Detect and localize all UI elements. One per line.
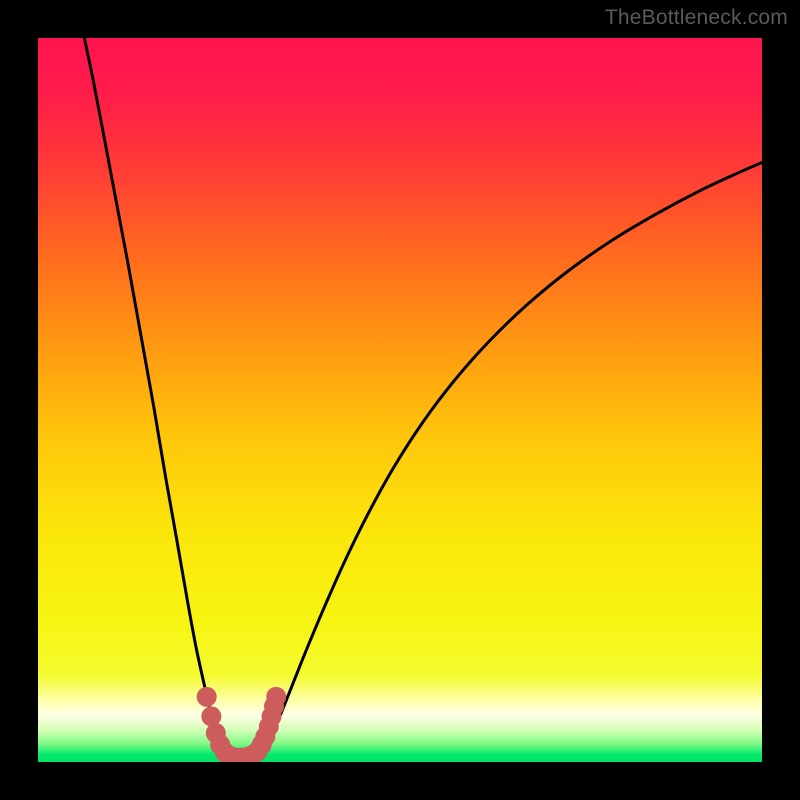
plot-svg [38, 38, 762, 762]
marker-point [266, 687, 286, 707]
watermark-text: TheBottleneck.com [605, 6, 788, 30]
chart-frame: TheBottleneck.com [0, 0, 800, 800]
gradient-background [38, 38, 762, 762]
marker-point [197, 687, 217, 707]
plot-area [38, 38, 762, 762]
